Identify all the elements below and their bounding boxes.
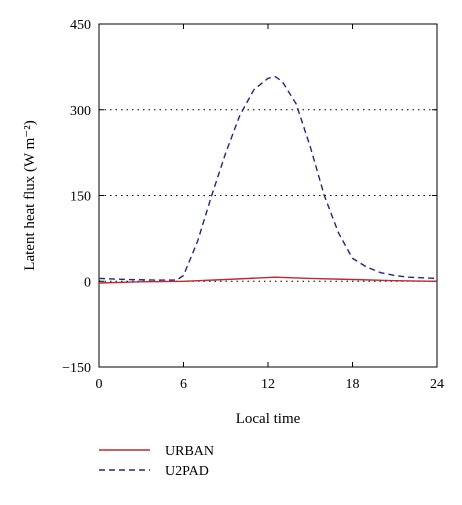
series-line-urban bbox=[98, 276, 438, 284]
series-line-u2pad bbox=[98, 75, 438, 281]
x-tick-label: 24 bbox=[430, 377, 444, 392]
y-tick-label: 450 bbox=[70, 18, 91, 33]
legend: URBAN U2PAD bbox=[99, 444, 214, 479]
y-axis-label: Latent heat flux (W m⁻²) bbox=[22, 120, 38, 270]
legend-label-urban: URBAN bbox=[165, 444, 214, 459]
y-tick-label: −150 bbox=[62, 361, 91, 376]
x-tick-label: 12 bbox=[261, 377, 275, 392]
y-tick-label: 150 bbox=[70, 190, 91, 205]
x-axis-label: Local time bbox=[236, 411, 301, 427]
y-tick-label: 0 bbox=[84, 275, 91, 290]
y-tick-label: 300 bbox=[70, 104, 91, 119]
x-tick-label: 0 bbox=[96, 377, 103, 392]
legend-label-u2pad: U2PAD bbox=[165, 464, 209, 479]
x-tick-label: 18 bbox=[346, 377, 360, 392]
x-tick-label: 6 bbox=[180, 377, 187, 392]
